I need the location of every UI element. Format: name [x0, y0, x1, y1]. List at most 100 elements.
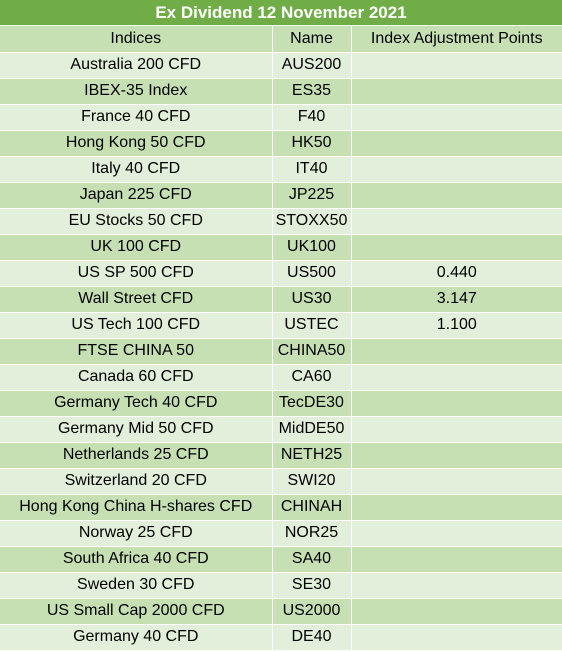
table-row: IBEX-35 Index ES35: [0, 78, 562, 105]
name-cell: AUS200: [272, 52, 352, 79]
name-cell: NETH25: [272, 442, 352, 469]
points-cell: 3.147: [351, 286, 562, 313]
index-cell: Netherlands 25 CFD: [0, 442, 273, 469]
table-row: Germany Tech 40 CFD TecDE30: [0, 390, 562, 417]
name-cell: US2000: [272, 598, 352, 625]
name-cell: SWI20: [272, 468, 352, 495]
points-cell: [351, 468, 562, 495]
table-row: US Small Cap 2000 CFD US2000: [0, 598, 562, 625]
name-cell: CA60: [272, 364, 352, 391]
name-cell: DE40: [272, 624, 352, 651]
points-cell: [351, 78, 562, 105]
table-row: South Africa 40 CFD SA40: [0, 546, 562, 573]
index-cell: Sweden 30 CFD: [0, 572, 273, 599]
table-row: Australia 200 CFD AUS200: [0, 52, 562, 79]
points-cell: [351, 52, 562, 79]
name-cell: US500: [272, 260, 352, 287]
table-row: Hong Kong China H-shares CFD CHINAH: [0, 494, 562, 521]
points-cell: [351, 494, 562, 521]
table-row: UK 100 CFD UK100: [0, 234, 562, 261]
index-cell: UK 100 CFD: [0, 234, 273, 261]
points-cell: [351, 234, 562, 261]
index-cell: Australia 200 CFD: [0, 52, 273, 79]
points-cell: [351, 182, 562, 209]
table-row: Netherlands 25 CFD NETH25: [0, 442, 562, 469]
index-cell: US Small Cap 2000 CFD: [0, 598, 273, 625]
index-cell: Germany Mid 50 CFD: [0, 416, 273, 443]
points-cell: [351, 156, 562, 183]
index-cell: Wall Street CFD: [0, 286, 273, 313]
name-cell: SA40: [272, 546, 352, 573]
index-cell: Canada 60 CFD: [0, 364, 273, 391]
index-cell: Japan 225 CFD: [0, 182, 273, 209]
table-row: Wall Street CFD US30 3.147: [0, 286, 562, 313]
index-cell: Germany 40 CFD: [0, 624, 273, 651]
index-cell: US SP 500 CFD: [0, 260, 273, 287]
index-cell: Germany Tech 40 CFD: [0, 390, 273, 417]
dividend-table: Indices Name Index Adjustment Points Aus…: [0, 26, 562, 651]
table-body: Australia 200 CFD AUS200 IBEX-35 Index ES35…: [0, 52, 562, 651]
name-cell: SE30: [272, 572, 352, 599]
name-cell: CHINAH: [272, 494, 352, 521]
name-cell: HK50: [272, 130, 352, 157]
index-cell: Switzerland 20 CFD: [0, 468, 273, 495]
index-cell: IBEX-35 Index: [0, 78, 273, 105]
points-cell: [351, 442, 562, 469]
column-header-points: Index Adjustment Points: [351, 26, 562, 53]
table-row: Sweden 30 CFD SE30: [0, 572, 562, 599]
name-cell: NOR25: [272, 520, 352, 547]
index-cell: France 40 CFD: [0, 104, 273, 131]
column-header-name: Name: [272, 26, 352, 53]
name-cell: USTEC: [272, 312, 352, 339]
name-cell: JP225: [272, 182, 352, 209]
table-row: Canada 60 CFD CA60: [0, 364, 562, 391]
index-cell: Hong Kong 50 CFD: [0, 130, 273, 157]
table-row: Italy 40 CFD IT40: [0, 156, 562, 183]
name-cell: US30: [272, 286, 352, 313]
table-row: France 40 CFD F40: [0, 104, 562, 131]
name-cell: STOXX50: [272, 208, 352, 235]
points-cell: [351, 416, 562, 443]
points-cell: [351, 130, 562, 157]
points-cell: [351, 104, 562, 131]
points-cell: [351, 390, 562, 417]
points-cell: [351, 598, 562, 625]
index-cell: EU Stocks 50 CFD: [0, 208, 273, 235]
points-cell: 1.100: [351, 312, 562, 339]
table-row: Switzerland 20 CFD SWI20: [0, 468, 562, 495]
table-row: Japan 225 CFD JP225: [0, 182, 562, 209]
points-cell: [351, 624, 562, 651]
table-row: EU Stocks 50 CFD STOXX50: [0, 208, 562, 235]
index-cell: FTSE CHINA 50: [0, 338, 273, 365]
table-row: Norway 25 CFD NOR25: [0, 520, 562, 547]
name-cell: IT40: [272, 156, 352, 183]
points-cell: [351, 208, 562, 235]
table-row: Hong Kong 50 CFD HK50: [0, 130, 562, 157]
table-row: US SP 500 CFD US500 0.440: [0, 260, 562, 287]
header-row: Indices Name Index Adjustment Points: [0, 26, 562, 53]
points-cell: [351, 364, 562, 391]
index-cell: US Tech 100 CFD: [0, 312, 273, 339]
table-row: Germany Mid 50 CFD MidDE50: [0, 416, 562, 443]
points-cell: 0.440: [351, 260, 562, 287]
name-cell: F40: [272, 104, 352, 131]
points-cell: [351, 546, 562, 573]
index-cell: South Africa 40 CFD: [0, 546, 273, 573]
index-cell: Norway 25 CFD: [0, 520, 273, 547]
table-row: US Tech 100 CFD USTEC 1.100: [0, 312, 562, 339]
table-row: FTSE CHINA 50 CHINA50: [0, 338, 562, 365]
column-header-indices: Indices: [0, 26, 273, 53]
name-cell: TecDE30: [272, 390, 352, 417]
name-cell: ES35: [272, 78, 352, 105]
index-cell: Hong Kong China H-shares CFD: [0, 494, 273, 521]
points-cell: [351, 520, 562, 547]
name-cell: MidDE50: [272, 416, 352, 443]
points-cell: [351, 338, 562, 365]
sheet-title: Ex Dividend 12 November 2021: [0, 0, 562, 26]
points-cell: [351, 572, 562, 599]
index-cell: Italy 40 CFD: [0, 156, 273, 183]
table-row: Germany 40 CFD DE40: [0, 624, 562, 651]
name-cell: CHINA50: [272, 338, 352, 365]
name-cell: UK100: [272, 234, 352, 261]
